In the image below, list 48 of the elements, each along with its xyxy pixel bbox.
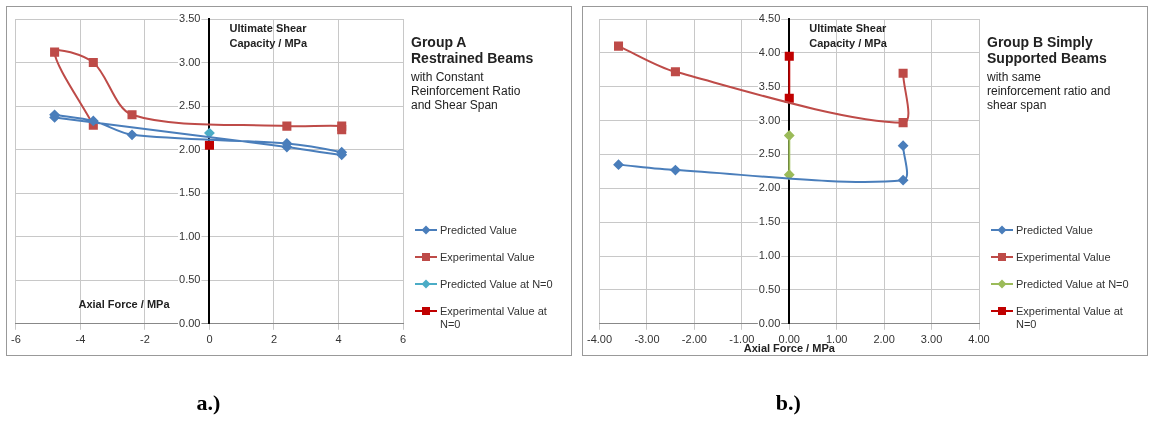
y-tick-label: 3.50: [758, 79, 781, 92]
x-tick-label: -6: [11, 333, 21, 346]
y-tick-label: 1.00: [758, 249, 781, 262]
y-axis-title: Ultimate Shear Capacity / MPa: [229, 21, 309, 51]
legend-label: Predicted Value at N=0: [1016, 278, 1129, 291]
y-tick-label: 4.00: [758, 45, 781, 58]
y-tick-label: 1.00: [179, 229, 201, 242]
legend-label: Experimental Value at N=0: [440, 305, 548, 331]
text: b.): [775, 390, 801, 416]
y-tick-label: 3.50: [179, 12, 201, 25]
text: with Constant Reinforcement Ratio and Shear Span: [410, 70, 521, 112]
legend-label: Experimental Value at N=0: [1016, 305, 1124, 331]
x-tick-label: 0: [206, 333, 213, 346]
y-axis-title: Ultimate Shear Capacity / MPa: [809, 21, 888, 51]
x-tick-label: 4: [335, 333, 342, 346]
y-tick-label: 2.50: [758, 147, 781, 160]
x-tick-label: 6: [399, 333, 407, 346]
x-tick-label: -4: [75, 333, 86, 346]
y-tick-label: 0.00: [179, 316, 201, 329]
y-tick-label: 4.50: [758, 12, 781, 25]
x-axis-title: Axial Force / MPa: [78, 297, 170, 310]
y-tick-label: 0.50: [758, 282, 781, 295]
legend-label: Experimental Value: [440, 251, 535, 264]
x-tick-label: 2: [270, 333, 278, 346]
legend-label: Predicted Value at N=0: [440, 278, 553, 291]
x-tick-label: -4.00: [587, 333, 613, 346]
y-tick-label: 2.00: [179, 142, 201, 155]
legend-label: Predicted Value: [440, 224, 517, 237]
y-tick-label: 0.00: [758, 316, 781, 329]
y-tick-label: 0.50: [179, 273, 201, 286]
legend-label: Experimental Value: [1016, 251, 1111, 264]
y-tick-label: 1.50: [758, 215, 781, 228]
x-tick-label: -2.00: [681, 333, 707, 346]
y-tick-label: 2.50: [179, 99, 201, 112]
text: a.): [196, 390, 221, 416]
x-tick-label: 3.00: [920, 333, 943, 346]
text: Group B Simply Supported Beams: [987, 34, 1108, 66]
y-tick-label: 3.00: [179, 55, 201, 68]
y-tick-label: 2.00: [758, 181, 781, 194]
text: with same reinforcement ratio and shear span: [986, 70, 1111, 112]
legend-label: Predicted Value: [1016, 224, 1093, 237]
x-tick-label: 2.00: [873, 333, 895, 346]
y-tick-label: 1.50: [179, 186, 201, 199]
text: Group A Restrained Beams: [411, 34, 534, 66]
y-tick-label: 3.00: [758, 113, 781, 126]
x-tick-label: -2: [140, 333, 150, 346]
x-tick-label: -3.00: [634, 333, 660, 346]
x-tick-label: 4.00: [968, 333, 990, 346]
